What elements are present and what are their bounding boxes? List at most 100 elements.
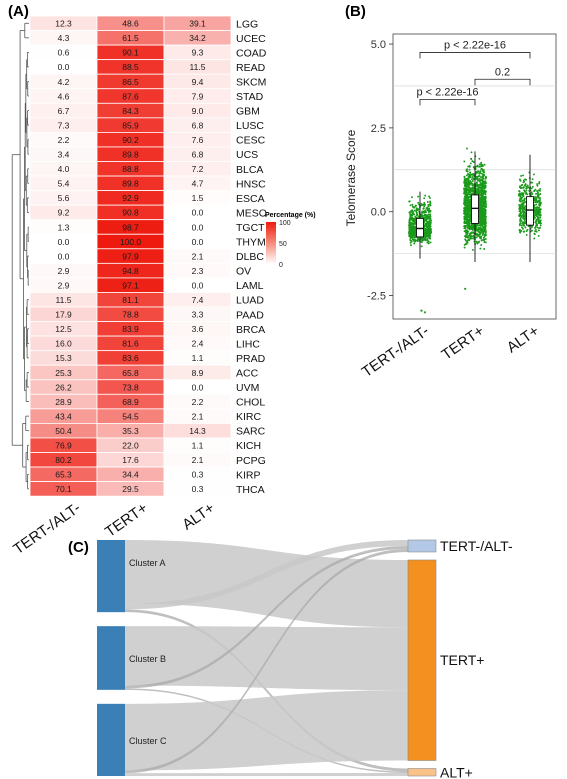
- data-point: [470, 157, 473, 160]
- data-point: [465, 210, 468, 213]
- sankey-target-node: [407, 768, 437, 777]
- heatmap-row-label: UCS: [236, 149, 258, 161]
- data-point: [420, 238, 423, 241]
- data-point: [467, 224, 470, 227]
- data-point: [533, 237, 536, 240]
- data-point: [539, 203, 542, 206]
- data-point: [409, 237, 412, 239]
- data-point: [427, 205, 430, 208]
- data-point: [409, 213, 412, 216]
- data-point: [428, 228, 431, 231]
- comparison-brackets: p < 2.22e-16 0.2 p < 2.22e-16: [416, 39, 531, 106]
- data-point: [464, 218, 466, 221]
- data-point: [518, 186, 521, 189]
- data-point: [470, 231, 473, 234]
- data-point: [471, 184, 474, 187]
- data-point: [484, 199, 487, 202]
- data-point: [479, 206, 482, 209]
- data-point: [535, 222, 538, 225]
- data-point: [478, 163, 481, 166]
- heatmap-cell-value: 4.2: [58, 77, 70, 87]
- heatmap-row-label: READ: [236, 62, 266, 74]
- data-point: [410, 226, 412, 229]
- data-point: [413, 206, 416, 209]
- data-point: [536, 226, 539, 229]
- data-point: [472, 166, 475, 169]
- heatmap-row-label: KIRP: [236, 469, 261, 481]
- data-point: [524, 215, 526, 218]
- data-point: [471, 176, 474, 178]
- heatmap-row-label: UCEC: [236, 33, 266, 45]
- heatmap-row-label: BLCA: [236, 164, 263, 176]
- heatmap-cell-value: 0.0: [58, 62, 70, 72]
- data-point: [533, 232, 536, 235]
- heatmap-cell-value: 11.5: [56, 295, 72, 305]
- data-point: [523, 212, 526, 215]
- data-point: [481, 185, 484, 188]
- data-point: [412, 219, 415, 221]
- data-point: [467, 212, 470, 215]
- data-point: [539, 201, 542, 204]
- data-point: [480, 163, 483, 166]
- heatmap-cell-value: 86.5: [122, 77, 139, 87]
- heatmap-cell-value: 12.5: [55, 324, 72, 334]
- data-point: [482, 180, 485, 183]
- x-axis-label: ALT+: [504, 322, 543, 356]
- data-point: [481, 179, 484, 182]
- data-point: [536, 218, 539, 221]
- data-point: [531, 185, 534, 188]
- heatmap-cell-value: 2.1: [192, 411, 204, 421]
- data-point: [426, 215, 429, 218]
- x-axis-label: TERT-/ALT-: [359, 322, 432, 381]
- data-point: [469, 171, 471, 174]
- data-point: [518, 214, 521, 217]
- data-point: [483, 189, 486, 192]
- data-point: [481, 175, 484, 178]
- data-point: [524, 178, 527, 181]
- heatmap-cell-value: 1.1: [192, 441, 204, 451]
- data-point: [479, 198, 482, 201]
- sankey-labels: Cluster A Cluster B Cluster C TERT-/ALT- TER…: [129, 538, 513, 779]
- heatmap-cell-value: 14.3: [189, 426, 206, 436]
- data-point: [464, 187, 467, 190]
- heatmap-cell-value: 22.0: [122, 441, 139, 451]
- data-point: [534, 230, 537, 233]
- data-point: [469, 233, 471, 236]
- data-point: [481, 187, 484, 190]
- heatmap-cell-value: 25.3: [55, 368, 72, 378]
- heatmap-cell-value: 54.5: [122, 411, 139, 421]
- data-point: [475, 191, 478, 194]
- data-point: [475, 236, 478, 239]
- data-point: [472, 227, 475, 230]
- data-point: [464, 238, 467, 241]
- data-point: [538, 203, 540, 206]
- comparison-bracket: [419, 98, 476, 106]
- data-point: [526, 184, 529, 187]
- heatmap-cell-value: 9.2: [58, 208, 70, 218]
- data-point: [526, 193, 529, 196]
- heatmap-cell-value: 34.4: [122, 470, 139, 480]
- data-point: [427, 221, 430, 224]
- sankey-source-node: [97, 703, 125, 776]
- data-point: [409, 244, 412, 247]
- data-point: [472, 186, 475, 189]
- data-point: [530, 181, 533, 184]
- heatmap-cell-value: 76.9: [55, 441, 72, 451]
- data-point: [480, 212, 483, 215]
- data-point: [536, 196, 538, 198]
- data-point: [467, 214, 470, 217]
- data-point: [414, 233, 417, 236]
- data-point: [464, 243, 467, 245]
- data-point: [483, 182, 486, 185]
- heatmap-column-label: ALT+: [179, 499, 218, 533]
- data-point: [531, 178, 534, 181]
- heatmap-row-label: LAML: [236, 280, 264, 292]
- data-point: [519, 216, 522, 219]
- sankey-target-label: ALT+: [440, 764, 473, 779]
- data-point: [466, 232, 469, 235]
- data-point: [479, 170, 482, 173]
- data-point: [477, 233, 480, 236]
- data-point: [412, 233, 415, 235]
- data-point: [478, 191, 481, 194]
- box-elements: [416, 151, 534, 262]
